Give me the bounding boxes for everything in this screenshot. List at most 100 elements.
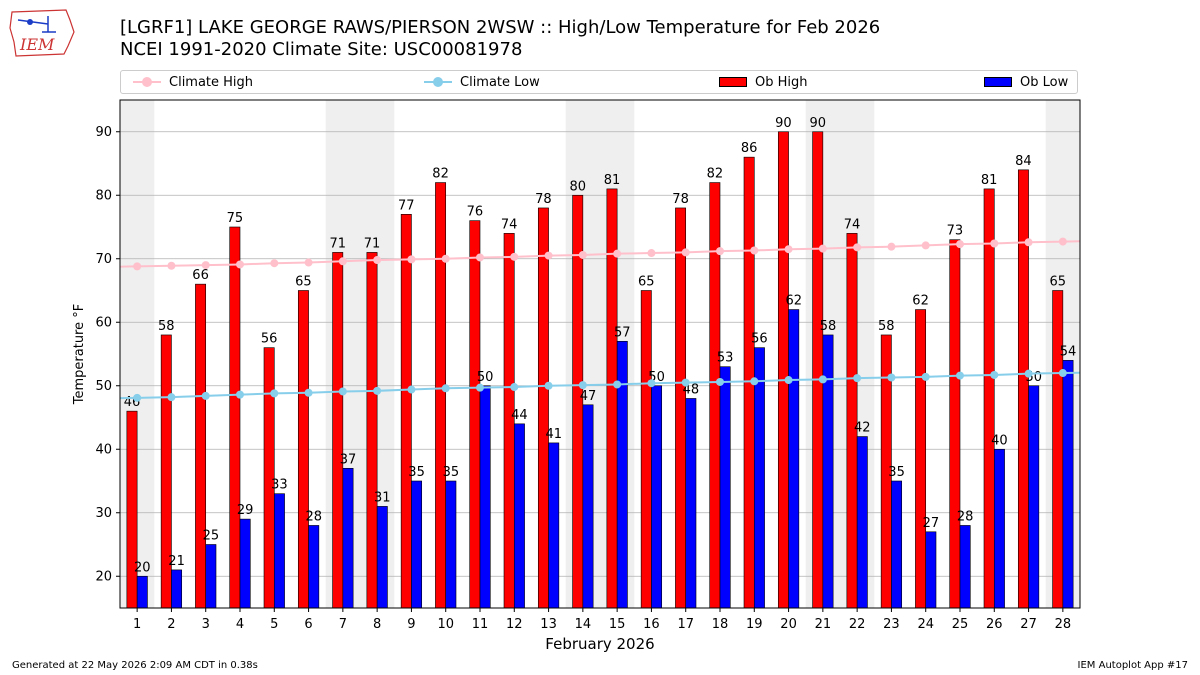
ob-low-bar-18	[719, 366, 731, 609]
ob-low-label-9: 35	[408, 465, 425, 480]
climate-low-point-5	[270, 389, 279, 398]
footer-generated: Generated at 22 May 2026 2:09 AM CDT in …	[12, 660, 258, 671]
ob-high-label-24: 62	[912, 294, 929, 309]
ob-high-label-20: 90	[775, 116, 792, 131]
climate-low-point-8	[373, 386, 382, 395]
climate-high-point-6	[304, 258, 313, 267]
ob-high-label-2: 58	[158, 319, 175, 334]
y-tick-label-30: 30	[95, 506, 112, 521]
x-tick-label-22: 22	[849, 617, 866, 632]
climate-high-line	[119, 240, 1081, 268]
climate-low-point-21	[818, 375, 827, 384]
climate-low-point-28	[1058, 369, 1067, 378]
ob-low-label-26: 40	[991, 433, 1008, 448]
x-tick-label-7: 7	[339, 617, 347, 632]
ob-high-label-15: 81	[604, 173, 621, 188]
x-tick-label-12: 12	[506, 617, 523, 632]
ob-high-label-4: 75	[227, 211, 244, 226]
x-tick-label-6: 6	[304, 617, 312, 632]
climate-high-point-2	[167, 261, 176, 270]
x-tick-label-3: 3	[202, 617, 210, 632]
ob-high-bar-17	[675, 207, 687, 609]
ob-high-label-9: 77	[398, 198, 415, 213]
y-tick-label-80: 80	[95, 188, 112, 203]
climate-high-point-27	[1024, 238, 1033, 247]
climate-high-point-4	[236, 260, 244, 269]
ob-low-label-10: 35	[443, 465, 460, 480]
ob-low-label-5: 33	[271, 478, 288, 493]
ob-high-label-16: 65	[638, 275, 655, 290]
ob-high-label-11: 76	[467, 205, 484, 220]
ob-low-bar-2	[171, 569, 183, 609]
ob-low-bar-14	[582, 404, 594, 609]
legend-ob-high-swatch	[719, 77, 747, 87]
x-tick-label-20: 20	[780, 617, 797, 632]
climate-high-point-11	[476, 253, 484, 262]
ob-high-bar-11	[469, 220, 481, 609]
ob-low-label-23: 35	[888, 465, 905, 480]
ob-high-label-8: 71	[364, 236, 381, 251]
ob-low-bar-27	[1028, 385, 1040, 609]
x-tick-label-5: 5	[270, 617, 278, 632]
climate-high-point-13	[544, 251, 553, 260]
ob-high-bar-27	[1017, 169, 1029, 609]
climate-low-point-1	[133, 393, 142, 402]
legend-ob-low-swatch	[984, 77, 1012, 87]
ob-high-bar-21	[812, 131, 824, 609]
y-axis-label: Temperature °F	[72, 304, 87, 405]
x-tick-label-11: 11	[472, 617, 489, 632]
ob-low-bar-28	[1062, 360, 1074, 609]
ob-high-bar-25	[949, 239, 961, 609]
ob-high-bar-8	[366, 252, 378, 609]
ob-high-label-23: 58	[878, 319, 895, 334]
x-tick-label-9: 9	[407, 617, 415, 632]
climate-high-point-23	[887, 242, 896, 251]
ob-high-bar-18	[709, 182, 721, 609]
x-tick-label-25: 25	[952, 617, 969, 632]
ob-high-label-17: 78	[672, 192, 689, 207]
climate-high-point-24	[921, 241, 930, 250]
x-tick-label-19: 19	[746, 617, 763, 632]
legend-climate-high: Climate High	[133, 71, 253, 93]
x-tick-label-24: 24	[917, 617, 934, 632]
climate-high-point-3	[201, 261, 210, 270]
iem-logo: IEM	[9, 9, 75, 57]
climate-low-point-20	[784, 376, 793, 385]
ob-high-bar-7	[332, 252, 344, 609]
ob-high-bar-3	[195, 283, 207, 609]
ob-high-bar-6	[297, 290, 309, 609]
ob-low-label-2: 21	[168, 554, 185, 569]
climate-low-point-15	[613, 380, 622, 389]
climate-high-point-22	[853, 243, 862, 252]
climate-low-point-2	[167, 393, 176, 402]
climate-high-point-17	[681, 248, 690, 257]
ob-low-bar-23	[891, 480, 903, 609]
ob-low-bar-7	[342, 467, 354, 609]
ob-low-label-7: 37	[340, 452, 357, 467]
climate-high-point-16	[647, 249, 656, 258]
x-tick-label-26: 26	[986, 617, 1003, 632]
ob-high-label-10: 82	[432, 167, 449, 182]
climate-low-point-13	[544, 381, 553, 390]
climate-low-point-9	[407, 385, 416, 394]
ob-high-label-25: 73	[947, 224, 964, 239]
ob-high-bar-9	[400, 214, 412, 609]
ob-high-bar-4	[229, 226, 241, 609]
legend-ob-low: Ob Low	[984, 71, 1068, 93]
legend-ob-high-label: Ob High	[755, 74, 808, 90]
ob-low-label-1: 20	[134, 560, 151, 575]
ob-low-label-8: 31	[374, 490, 391, 505]
title-line-2: NCEI 1991-2020 Climate Site: USC00081978	[120, 39, 523, 60]
ob-high-bar-13	[537, 207, 549, 609]
x-tick-label-21: 21	[815, 617, 832, 632]
climate-high-point-9	[407, 255, 416, 264]
climate-high-point-12	[510, 252, 519, 261]
ob-low-label-3: 25	[203, 529, 220, 544]
ob-high-bar-16	[640, 290, 652, 609]
x-tick-label-13: 13	[540, 617, 557, 632]
climate-high-point-1	[133, 262, 142, 271]
logo-text: IEM	[19, 35, 55, 54]
x-tick-label-2: 2	[167, 617, 175, 632]
ob-low-bar-3	[205, 544, 217, 609]
y-tick-label-90: 90	[95, 125, 112, 140]
